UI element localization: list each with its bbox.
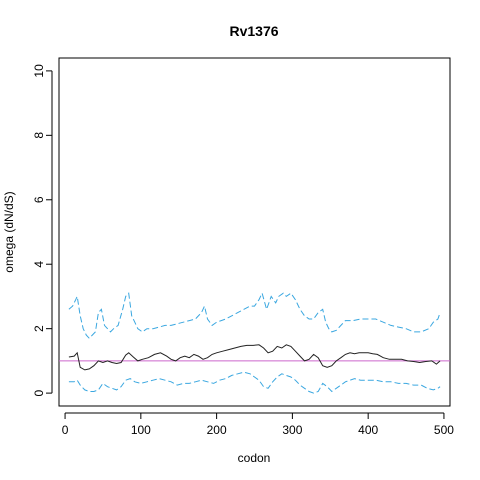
x-tick-label: 200 <box>207 423 227 437</box>
x-tick-label: 400 <box>358 423 378 437</box>
y-tick-label: 6 <box>32 196 46 203</box>
series-line-2 <box>68 371 441 394</box>
y-tick-label: 8 <box>32 132 46 139</box>
y-tick-label: 10 <box>32 64 46 78</box>
chart-title: Rv1376 <box>229 23 278 39</box>
x-axis: 0 100 200 300 400 500 <box>62 412 454 437</box>
series-line-1 <box>68 291 441 340</box>
x-tick-label: 500 <box>434 423 454 437</box>
series-layer <box>68 291 441 394</box>
x-axis-label: codon <box>238 451 271 465</box>
y-tick-label: 2 <box>32 325 46 332</box>
y-tick-label: 0 <box>32 389 46 396</box>
series-line-0 <box>68 344 441 371</box>
x-tick-label: 100 <box>131 423 151 437</box>
x-tick-label: 300 <box>282 423 302 437</box>
plot-frame <box>58 57 451 407</box>
y-tick-label: 4 <box>32 261 46 268</box>
y-axis-label: omega (dN/dS) <box>2 191 16 272</box>
y-axis: 0 2 4 6 8 10 <box>32 64 53 396</box>
x-tick-label: 0 <box>62 423 69 437</box>
